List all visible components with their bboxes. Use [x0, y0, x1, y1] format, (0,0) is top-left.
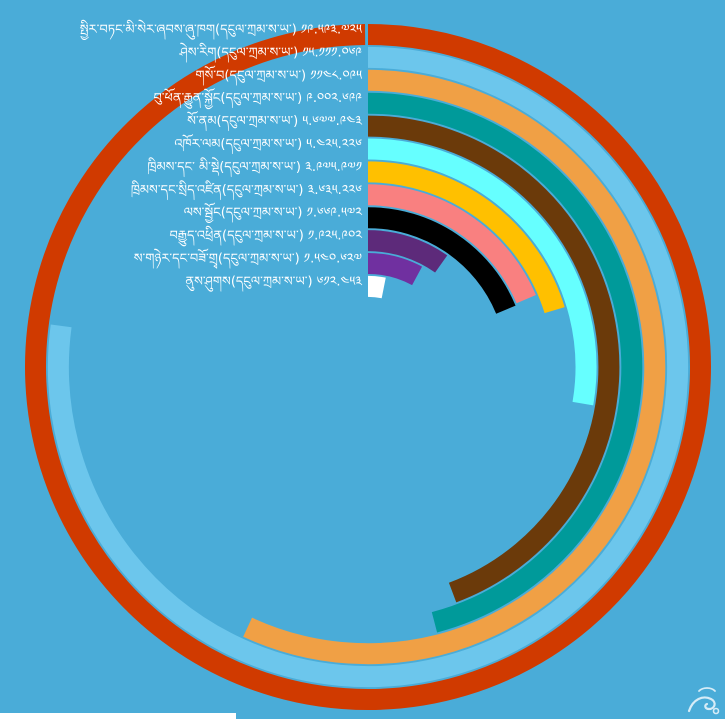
category-label-4: སོ་ནམ(དངུལ་ཀྲམ་ས་ཡ་) ༥.༦༧༧.༩༤༣ — [187, 110, 362, 132]
bar-0 — [25, 24, 711, 710]
bar-1 — [47, 46, 689, 688]
bar-8 — [367, 207, 516, 314]
bar-6 — [367, 161, 565, 314]
category-label-6: ཁྲིམས་དང་ མི་སྡེ(དངུལ་ཀྲམ་ས་ཡ་) ༣.༩༧༥.༩༧… — [147, 157, 362, 178]
bottom-white-strip — [0, 713, 236, 719]
bar-2 — [243, 69, 666, 665]
bar-7 — [367, 184, 536, 304]
bar-9 — [367, 230, 448, 273]
bar-3 — [367, 92, 643, 633]
category-label-10: ས་གཉེར་དང་བཟོ་གྲྭ(དངུལ་ཀྲམ་ས་ཡ་) ༡.༥༤༠.༦… — [134, 248, 362, 270]
category-label-0: སྤྱིར་བཏང་མི་སེར་ཞབས་ཞུ་ཁག(དངུལ་ཀྲམ་ས་ཡ་… — [80, 20, 362, 41]
bar-10 — [367, 253, 423, 286]
category-label-5: འཁོར་ལམ(དངུལ་ཀྲམ་ས་ཡ་) ༥.༤༢༥.༢༢༦ — [174, 133, 362, 155]
category-label-11: ནུས་ཤུགས(དངུལ་ཀྲམ་ས་ཡ་) ༦༡༢.༤༥༣ — [185, 274, 362, 292]
category-label-9: བརྒྱུད་འཕྲིན(དངུལ་ཀྲམ་ས་ཡ་) ༡.༩༢༥.༩༠༢ — [169, 226, 362, 247]
category-label-2: གསོ་བ(དངུལ་ཀྲམ་ས་ཡ་) ༡༡༤༨.༠༩༥ — [195, 64, 362, 86]
bar-4 — [367, 115, 620, 603]
category-label-1: ཤེས་རིག(དངུལ་ཀྲམ་ས་ཡ་) ༡༥.༡༡༡.༠༦༩ — [178, 42, 362, 63]
category-label-8: ལས་སྦྱོང(དངུལ་ཀྲམ་ས་ཡ་) ༡.༦༦༩.༥༧༢ — [184, 202, 363, 224]
category-label-3: བུ་ཕོན་རྒྱུན་སྐྱོང(དངུལ་ཀྲམ་ས་ཡ་) ༩.༠༠༢.… — [153, 87, 362, 110]
ornament-icon — [687, 687, 720, 715]
bar-11 — [367, 275, 386, 299]
bar-5 — [367, 138, 597, 406]
category-label-7: ཁྲིམས་དང་སྲིད་འཛིན(དངུལ་ཀྲམ་ས་ཡ་) ༣.༦༣༥.… — [131, 180, 362, 201]
